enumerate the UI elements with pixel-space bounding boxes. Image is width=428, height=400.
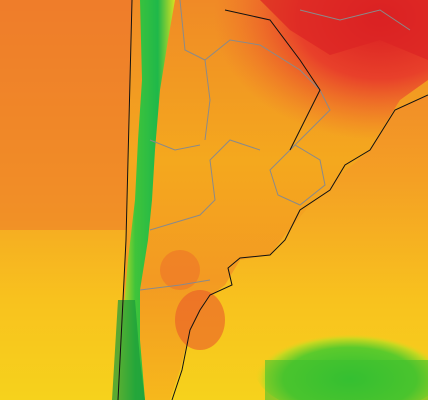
border	[204, 59, 211, 141]
cool-ocean-patch	[265, 360, 428, 400]
coastline	[117, 0, 428, 400]
hottest-region	[260, 0, 428, 60]
border	[179, 0, 331, 151]
pacific-warm	[0, 0, 130, 230]
warm-patch	[160, 250, 200, 290]
border	[299, 9, 411, 31]
border	[149, 139, 201, 151]
border-dark	[224, 9, 321, 151]
border	[139, 279, 211, 291]
coast	[171, 94, 428, 400]
coast	[117, 0, 133, 400]
patagonia-cool	[112, 300, 145, 400]
borders	[139, 0, 411, 291]
border	[269, 144, 326, 206]
border	[149, 139, 261, 231]
warm-patch	[175, 290, 225, 350]
